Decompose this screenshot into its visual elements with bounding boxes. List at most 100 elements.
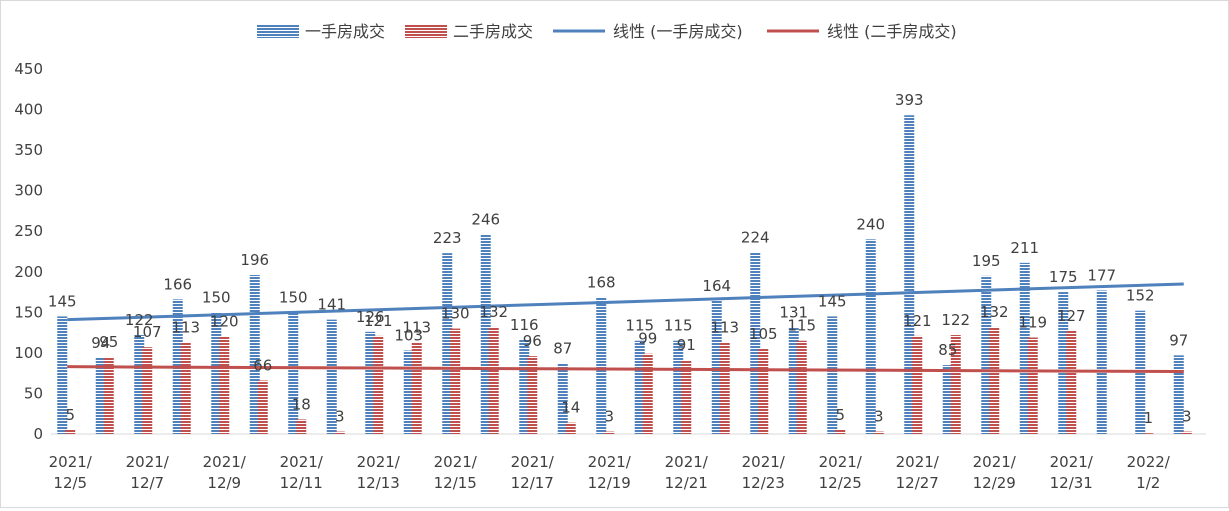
bar-second-hand (835, 429, 846, 434)
bar-new-home (711, 300, 722, 434)
legend-label: 线性 (二手房成交) (827, 22, 957, 41)
x-tick-label: 12/5 (53, 474, 87, 492)
bar-new-home (95, 357, 106, 434)
bar-new-home (57, 316, 68, 434)
bar-second-hand (411, 342, 422, 434)
data-label-new-home: 131 (779, 304, 808, 322)
data-label-second-hand: 3 (874, 408, 884, 426)
x-tick-label: 12/29 (973, 474, 1016, 492)
legend-item: 线性 (二手房成交) (767, 22, 957, 41)
data-label-new-home: 116 (510, 316, 539, 334)
bar-second-hand (719, 342, 730, 434)
x-tick-label: 12/17 (511, 474, 554, 492)
bar-second-hand (642, 353, 653, 434)
x-tick-label: 12/9 (207, 474, 241, 492)
y-tick-label: 150 (14, 303, 43, 321)
bar-second-hand (873, 431, 884, 434)
x-tick-label: 12/23 (742, 474, 785, 492)
y-tick-label: 400 (14, 101, 43, 119)
x-tick-label: 2021/ (588, 453, 632, 471)
bar-new-home (596, 297, 607, 434)
data-label-new-home: 211 (1010, 239, 1039, 257)
y-tick-label: 250 (14, 222, 43, 240)
bar-second-hand (527, 356, 538, 434)
bar-new-home (365, 331, 376, 434)
x-axis: 2021/12/5 2021/12/7 2021/12/9 2021/12/11 202… (49, 453, 1171, 492)
x-tick-label: 2021/ (511, 453, 555, 471)
data-label-new-home: 246 (471, 210, 500, 228)
x-tick-label: 12/15 (434, 474, 477, 492)
data-label-second-hand: 1 (1143, 409, 1153, 427)
bar-second-hand (565, 422, 576, 434)
y-tick-label: 0 (33, 425, 43, 443)
x-tick-label: 2021/ (280, 453, 324, 471)
legend-label: 线性 (一手房成交) (613, 22, 743, 41)
y-tick-label: 350 (14, 141, 43, 159)
bar-second-hand (1143, 433, 1154, 434)
data-label-new-home: 196 (240, 251, 269, 269)
data-label-second-hand: 5 (835, 406, 845, 424)
x-tick-label: 2021/ (742, 453, 786, 471)
x-tick-label: 2021/ (203, 453, 247, 471)
bar-new-home (1058, 292, 1069, 434)
data-label-second-hand: 3 (604, 408, 614, 426)
data-label-new-home: 223 (433, 229, 462, 247)
legend-label: 一手房成交 (305, 22, 385, 41)
y-tick-label: 450 (14, 60, 43, 78)
data-label-second-hand: 121 (903, 312, 932, 330)
data-label-new-home: 224 (741, 228, 770, 246)
data-label-second-hand: 18 (292, 395, 311, 413)
data-label-new-home: 115 (664, 317, 693, 335)
data-label-second-hand: 115 (787, 317, 816, 335)
bar-second-hand (373, 335, 384, 434)
x-tick-label: 2021/ (1050, 453, 1094, 471)
bar-new-home (134, 335, 145, 434)
bar-new-home (634, 340, 645, 434)
x-tick-label: 1/2 (1136, 474, 1160, 492)
x-tick-label: 12/31 (1050, 474, 1093, 492)
bar-new-home (519, 339, 530, 434)
data-label-new-home: 175 (1049, 268, 1078, 286)
x-tick-label: 2021/ (434, 453, 478, 471)
data-label-new-home: 87 (553, 339, 572, 357)
bar-new-home (326, 319, 337, 434)
bar-new-home (673, 340, 684, 434)
data-label-new-home: 150 (202, 288, 231, 306)
bar-new-home (211, 312, 222, 434)
bar-second-hand (65, 429, 76, 434)
data-label-new-home: 177 (1087, 266, 1116, 284)
data-label-second-hand: 119 (1018, 313, 1047, 331)
data-label-second-hand: 3 (335, 408, 345, 426)
bar-second-hand (758, 348, 769, 434)
data-label-second-hand: 105 (749, 325, 778, 343)
legend-item: 一手房成交 (257, 22, 385, 41)
bar-new-home (750, 252, 761, 434)
bar-new-home (904, 115, 915, 434)
data-label-new-home: 393 (895, 91, 924, 109)
data-label-second-hand: 99 (638, 330, 657, 348)
data-label-new-home: 94 (91, 334, 110, 352)
bar-second-hand (681, 360, 692, 434)
data-label-new-home: 150 (279, 288, 308, 306)
bar-second-hand (257, 380, 268, 434)
x-tick-label: 2022/ (1127, 453, 1171, 471)
data-label-new-home: 166 (163, 275, 192, 293)
bar-second-hand (1027, 337, 1038, 434)
data-label-second-hand: 127 (1057, 307, 1086, 325)
data-label-second-hand: 130 (441, 305, 470, 323)
data-label-new-home: 240 (856, 215, 885, 233)
data-label-second-hand: 122 (941, 311, 970, 329)
data-label-second-hand: 113 (171, 318, 200, 336)
bar-second-hand (180, 342, 191, 434)
trendlines (67, 282, 1184, 374)
legend-label: 二手房成交 (453, 22, 533, 41)
legend-swatch (257, 25, 299, 38)
bar-new-home (827, 316, 838, 434)
bar-second-hand (450, 328, 461, 434)
data-label-second-hand: 132 (479, 303, 508, 321)
data-label-new-home: 168 (587, 274, 616, 292)
legend: 一手房成交 二手房成交 线性 (一手房成交) 线性 (二手房成交) (257, 22, 957, 41)
data-label-new-home: 164 (702, 277, 731, 295)
data-label-second-hand: 132 (980, 303, 1009, 321)
data-label-second-hand: 91 (677, 336, 696, 354)
